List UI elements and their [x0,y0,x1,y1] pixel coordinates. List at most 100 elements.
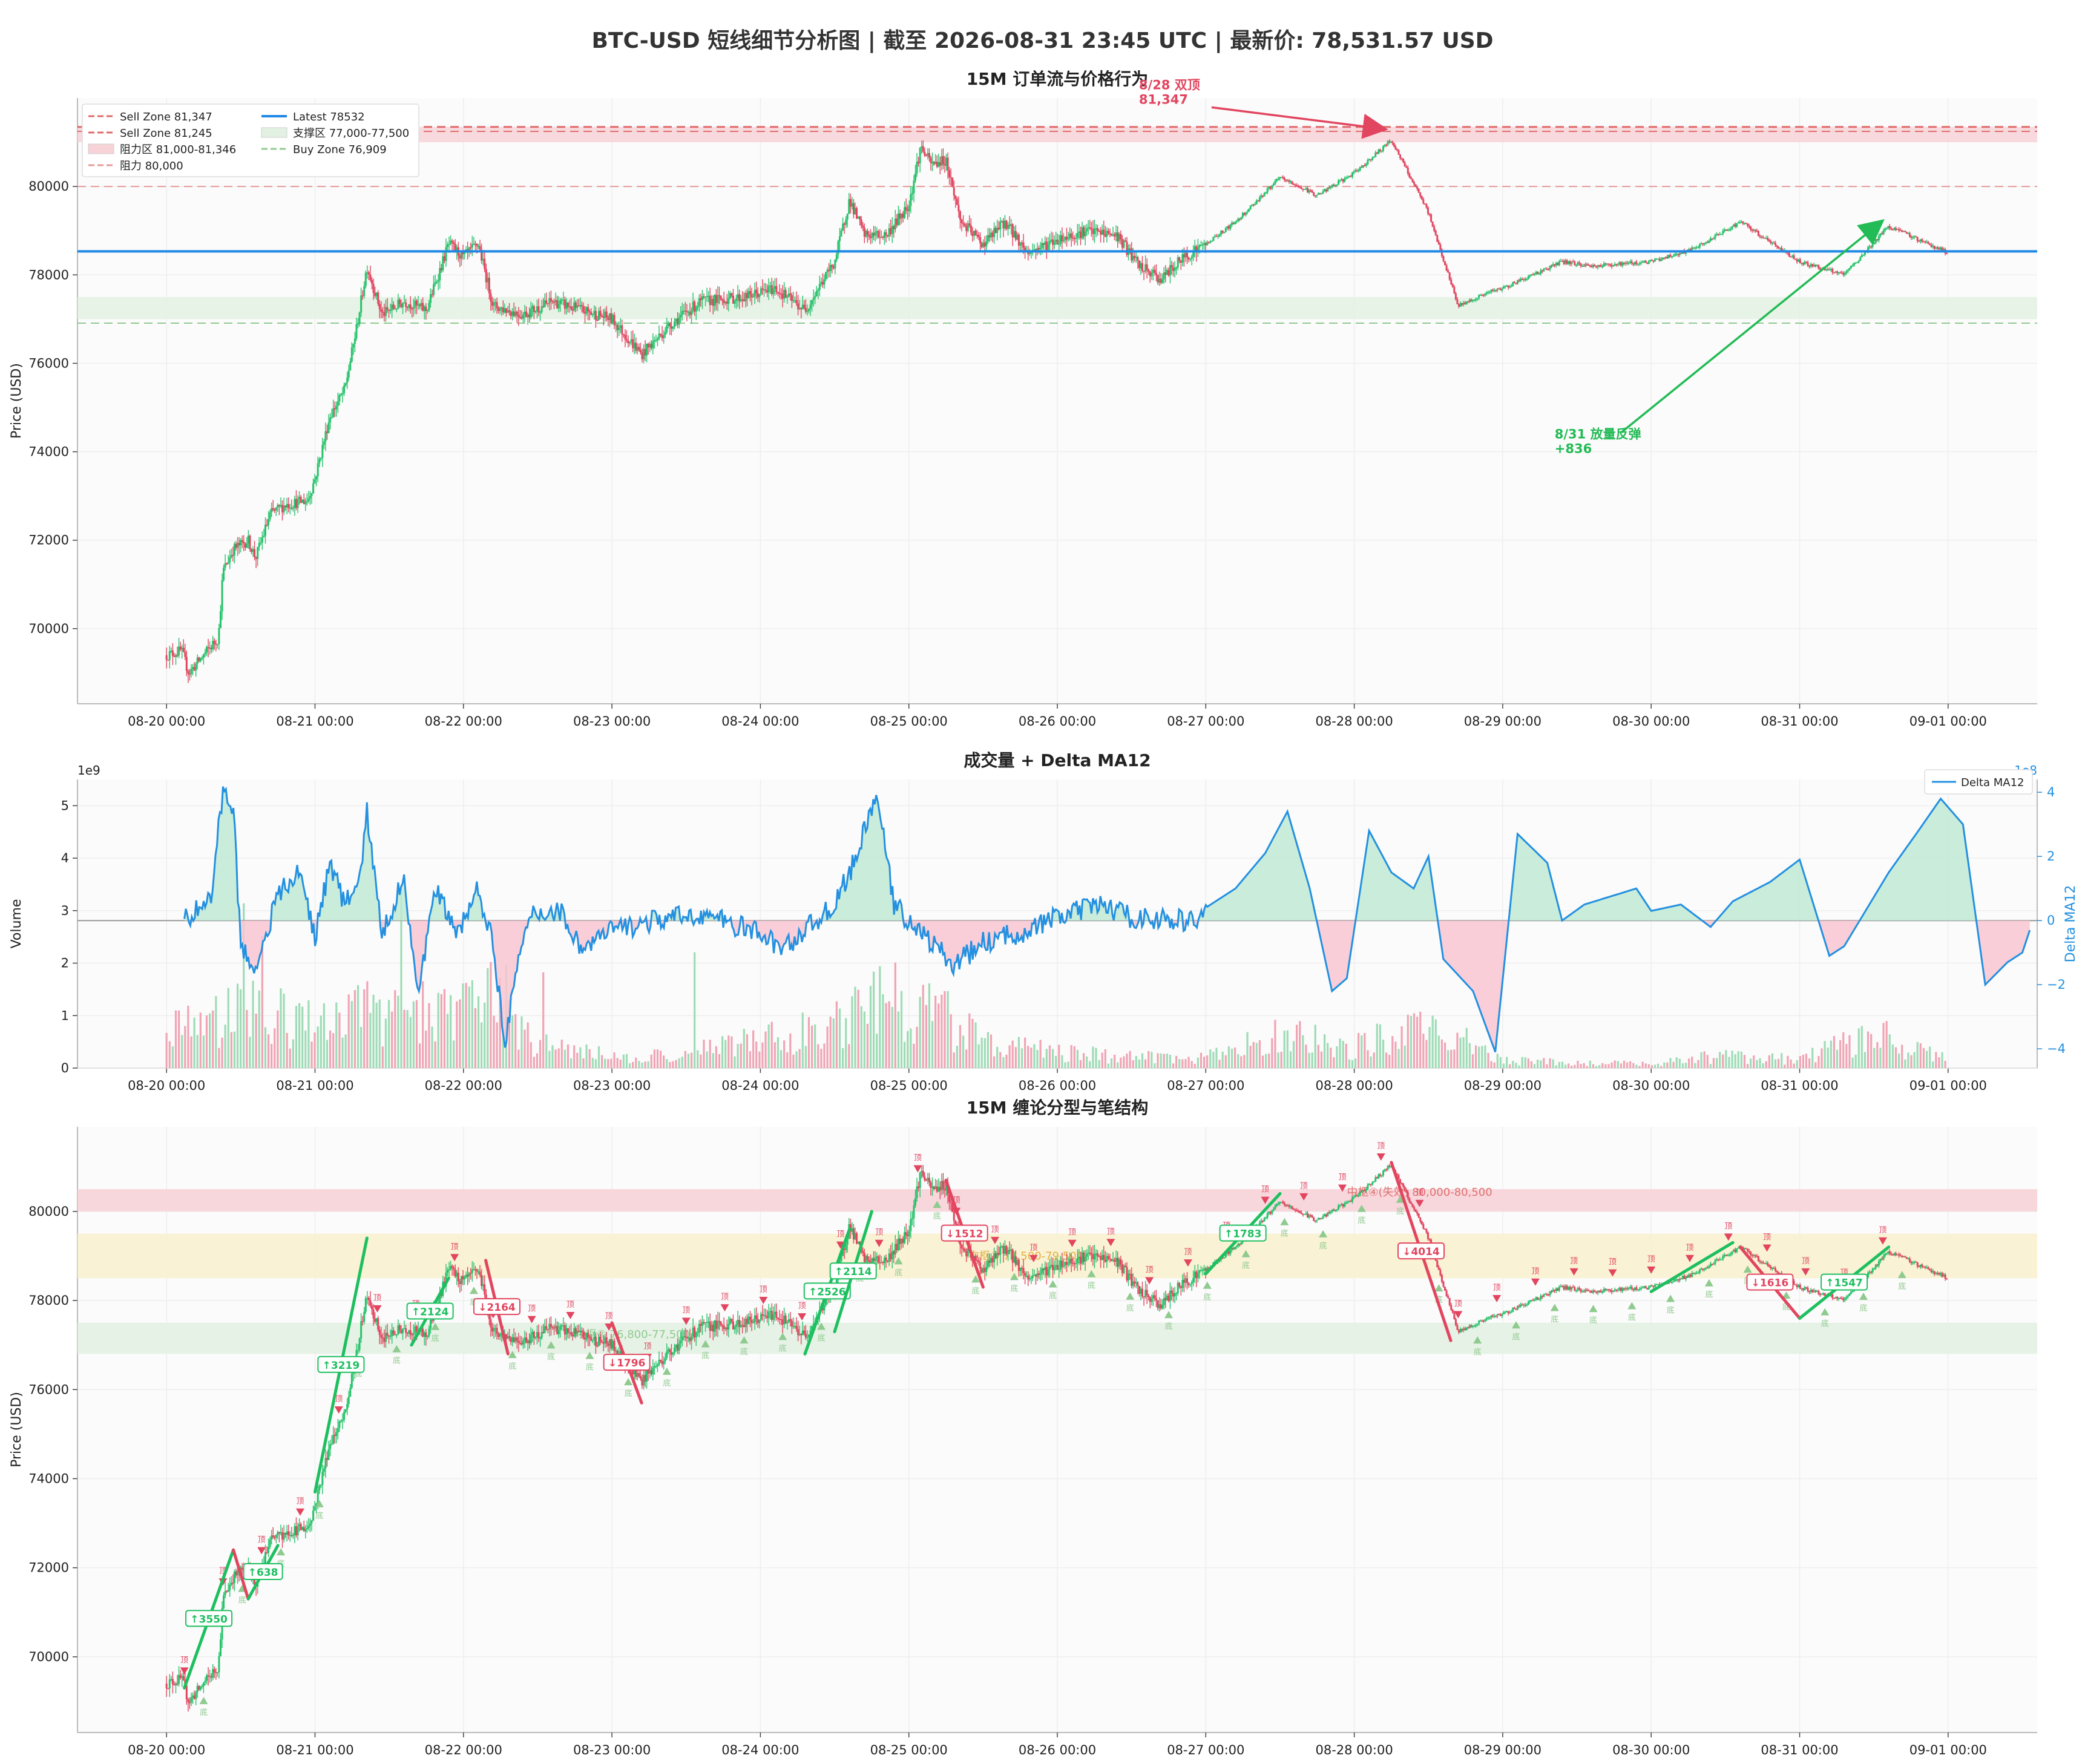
volume-bar [1725,1050,1727,1068]
candle-body [375,292,378,297]
volume-bar [1870,1034,1873,1068]
candle-body [1244,212,1247,215]
candle-body [1350,176,1352,177]
volume-bar [236,983,239,1068]
candle-body [1499,1314,1502,1316]
volume-bar [1512,1060,1514,1068]
candle-body [897,1238,899,1250]
volume-bar [773,1042,776,1068]
candle-body [1761,237,1763,238]
candle-body [1104,1259,1106,1262]
volume-bar [168,1041,171,1068]
candle-body [687,1337,689,1339]
candle-body [1598,1290,1601,1292]
candle-body [1339,180,1341,181]
candle-body [859,1241,861,1245]
volume-bar [1086,1056,1088,1068]
candle-body [1454,293,1457,300]
candle-body [1324,189,1326,192]
candle-body [1294,1209,1296,1211]
candle-body [1058,243,1060,245]
candle-body [1534,1299,1536,1301]
candle-body [1839,272,1842,274]
candle-body [1045,241,1048,251]
candle-body [927,152,929,156]
candle-body [1140,263,1142,269]
candle-body [1804,261,1806,265]
volume-bar [1172,1063,1175,1068]
volume-bar [1571,1066,1573,1068]
candle-body [1535,272,1537,274]
candle-body [655,1366,657,1367]
candle-body [1478,295,1480,298]
candle-body [1056,240,1059,244]
candle-body [870,237,872,238]
volume-bar [1824,1041,1826,1068]
volume-bar [900,991,903,1068]
candle-body [1120,1259,1122,1265]
candle-body [411,1334,413,1336]
candle-body [1927,241,1929,244]
candle-body [1860,255,1863,258]
candle-body [357,1349,360,1351]
candle-body [167,660,169,661]
candle-body [1128,1273,1130,1280]
candle-body [1186,252,1188,258]
volume-bar [1419,1011,1422,1068]
candle-body [398,300,401,304]
volume-bar [1144,1059,1147,1068]
candle-body [1733,224,1735,227]
candle-body [501,1333,503,1334]
candle-body [913,180,915,194]
candle-body [1913,236,1916,238]
candle-body [1856,262,1859,263]
candle-body [1311,190,1313,193]
candle-body [292,508,294,509]
candle-body [499,1333,501,1337]
candle-body [1237,218,1240,221]
candle-body [1578,262,1580,264]
volume-bar [1076,1049,1079,1068]
volume-bar [1684,1063,1687,1068]
candle-body [1457,304,1460,307]
volume-bar [1784,1064,1786,1068]
candle-body [223,568,225,580]
candle-body [1104,234,1106,237]
volume-bar [1151,1052,1153,1068]
candle-body [199,658,202,661]
candle-body [522,1340,524,1345]
candle-body [939,1187,941,1191]
candle-body [1379,149,1381,151]
candle-body [740,1325,742,1327]
annotation-arrow [1620,219,1885,433]
candle-body [1115,1257,1117,1262]
volume-bar [1135,1056,1137,1068]
candle-body [360,1321,363,1339]
candle-body [1237,1244,1240,1247]
volume-bar [1765,1061,1767,1068]
volume-bar [1540,1060,1542,1068]
candle-body [1756,231,1758,232]
candle-body [1740,221,1742,223]
candle-body [960,220,963,223]
candle-body [1007,1250,1010,1254]
candle-body [1470,1325,1473,1327]
candle-body [1720,234,1722,235]
candle-body [1863,252,1866,255]
volume-bar [1897,1053,1900,1068]
candle-body [859,216,861,220]
volume-bar [1712,1058,1715,1068]
candle-body [340,394,342,396]
candle-body [652,341,654,349]
candle-body [543,1326,546,1333]
candle-body [957,205,960,212]
candle-body [185,1685,188,1700]
candle-body [1750,226,1752,230]
candle-body [661,1360,663,1365]
candle-body [1277,1204,1279,1205]
candle-body [823,1305,826,1311]
candle-body [257,546,259,559]
candle-body [255,557,257,559]
candle-body [1100,1256,1102,1261]
candle-body [1437,1267,1440,1270]
